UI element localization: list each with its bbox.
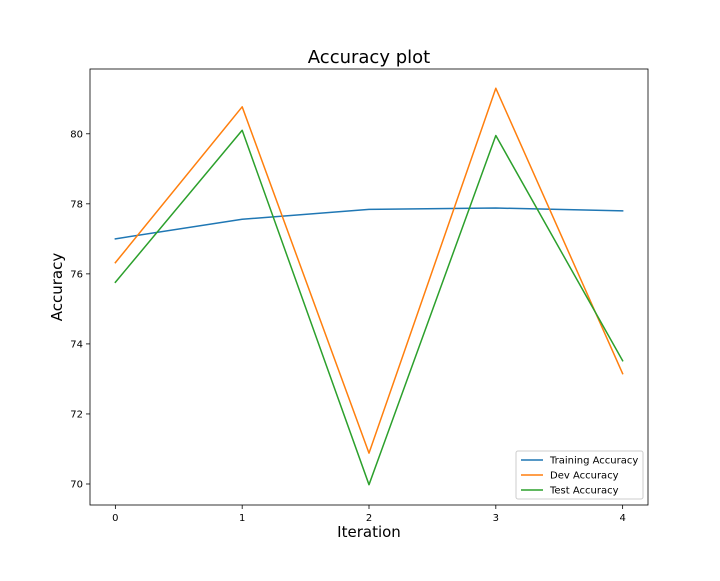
x-tick-label: 3 xyxy=(493,513,499,524)
x-tick-label: 4 xyxy=(619,513,625,524)
x-tick-label: 0 xyxy=(112,513,118,524)
legend: Training Accuracy Dev Accuracy Test Accura… xyxy=(515,450,644,500)
y-tick-label: 78 xyxy=(70,199,83,210)
y-tick-label: 72 xyxy=(70,409,83,420)
legend-label-2: Test Accuracy xyxy=(549,486,619,497)
y-tick-label: 80 xyxy=(70,129,83,140)
series-line-1 xyxy=(114,87,624,454)
plot-area: 0 1 2 3 4 70 72 74 76 78 80 Training Accuracy Dev Ac… xyxy=(70,68,649,524)
legend-box xyxy=(515,450,644,500)
y-axis-label: Accuracy xyxy=(48,253,66,322)
x-tick-label: 2 xyxy=(366,513,372,524)
series-line-0 xyxy=(114,207,624,240)
x-tick-label: 1 xyxy=(239,513,245,524)
legend-label-0: Training Accuracy xyxy=(549,456,638,467)
x-axis-label: Iteration xyxy=(337,523,401,541)
legend-label-1: Dev Accuracy xyxy=(550,471,619,482)
series-line-2 xyxy=(114,129,624,486)
y-tick-label: 70 xyxy=(70,479,83,490)
y-tick-label: 76 xyxy=(70,269,83,280)
chart-title: Accuracy plot xyxy=(308,47,430,68)
y-tick-label: 74 xyxy=(70,339,83,350)
